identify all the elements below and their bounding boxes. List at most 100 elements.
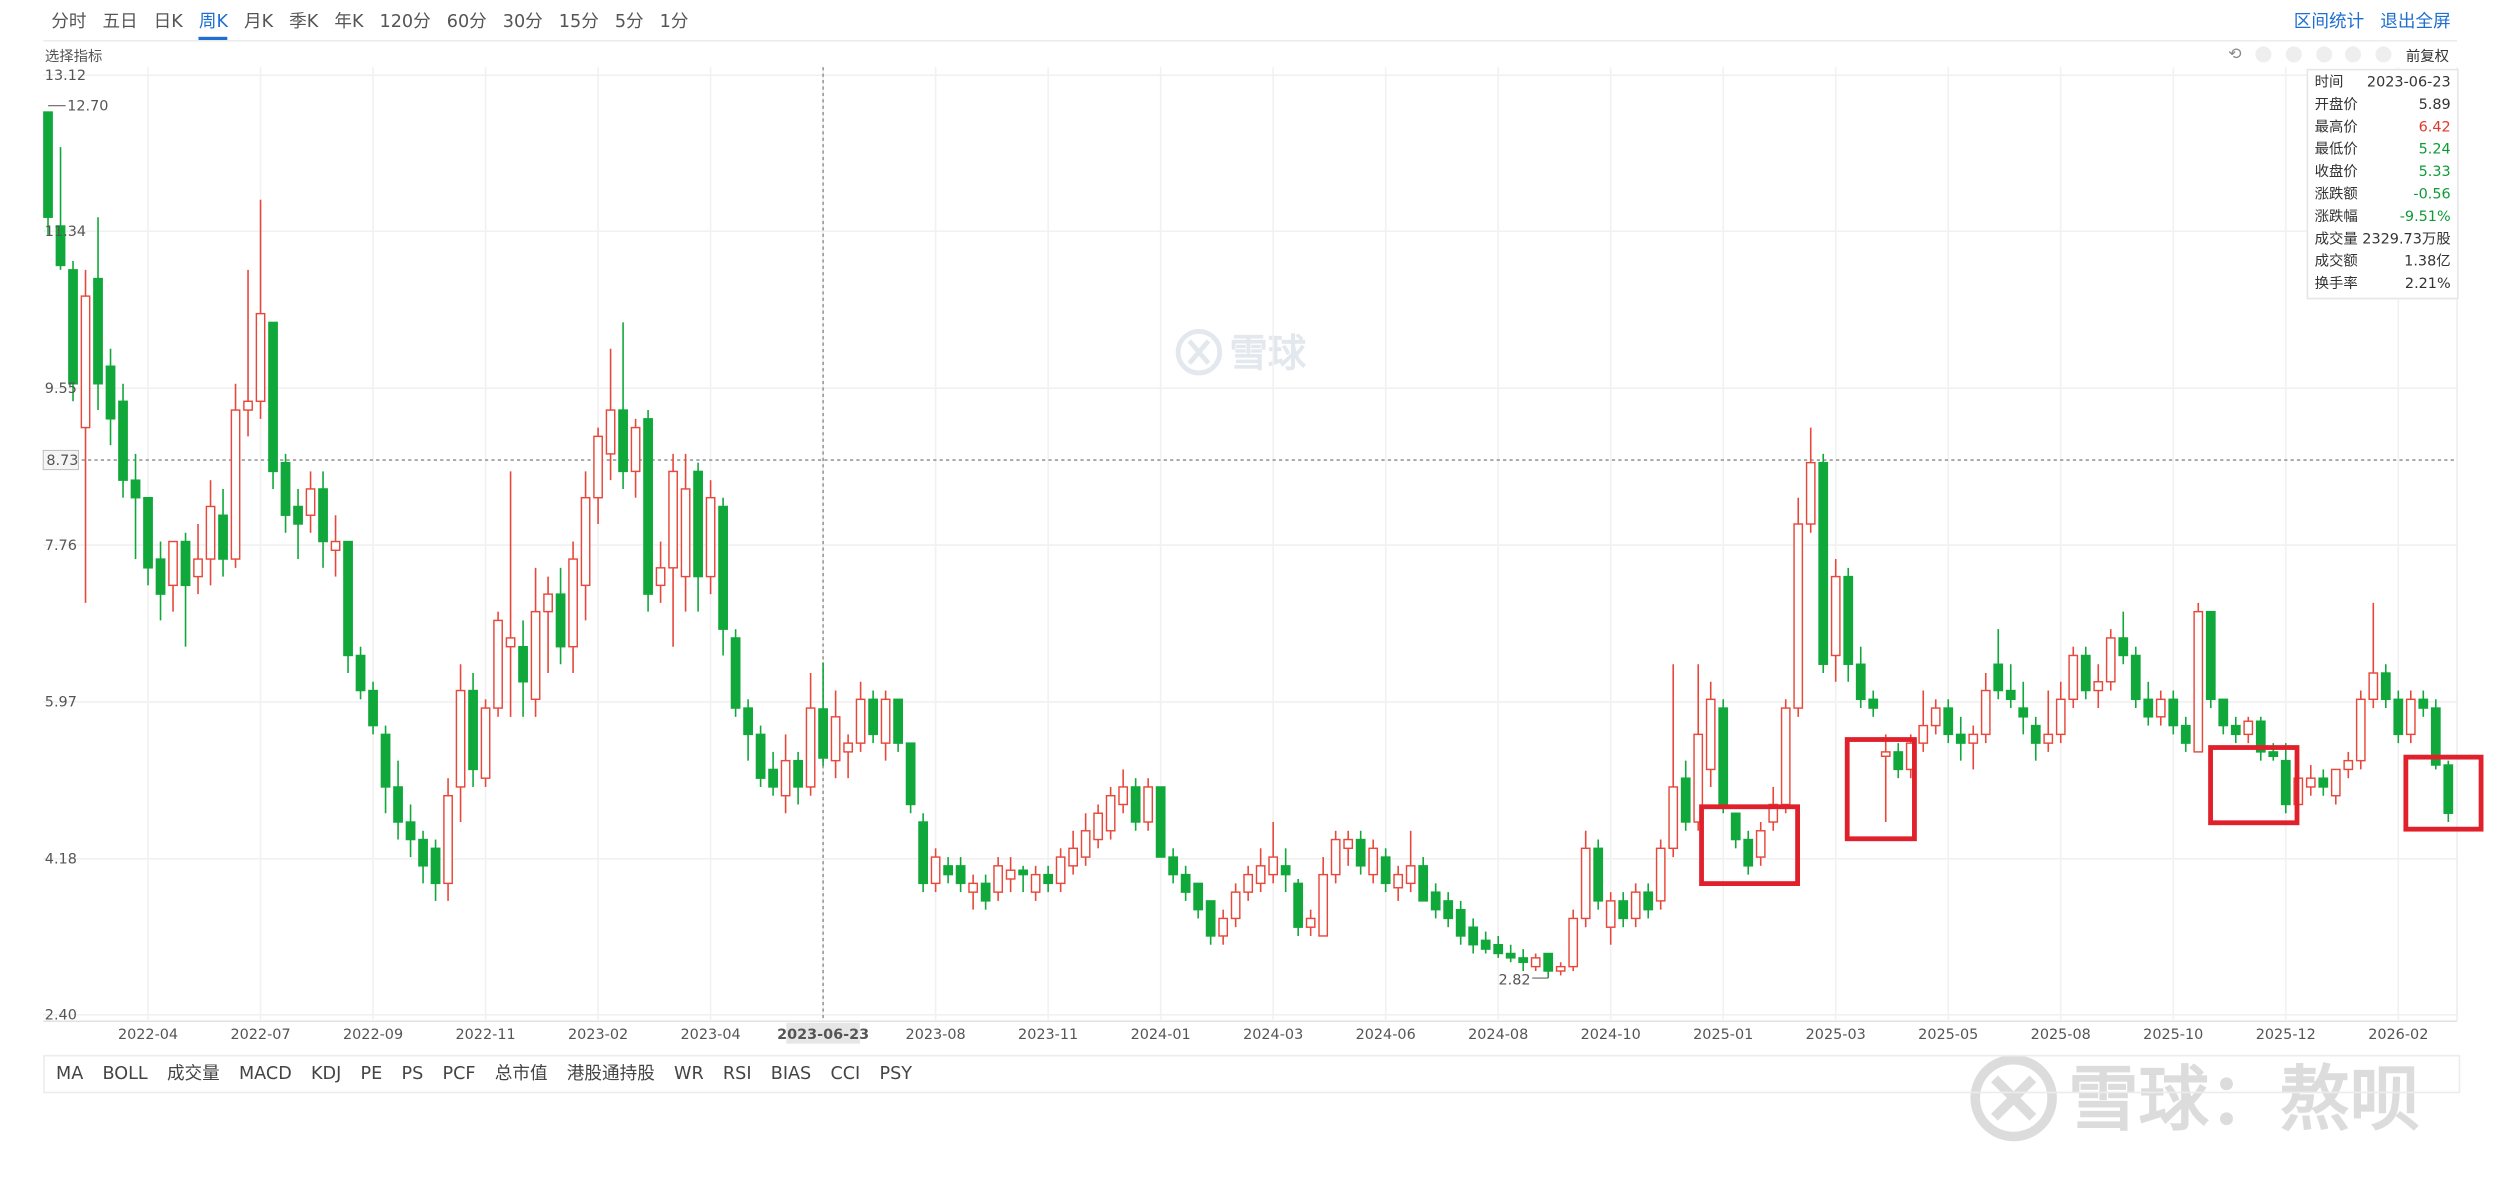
candle-body — [2230, 724, 2241, 736]
indicator-tab[interactable]: BOLL — [102, 1062, 148, 1084]
info-value: 6.42 — [2418, 120, 2451, 137]
period-tab[interactable]: 年K — [334, 11, 364, 33]
highlight-box — [2208, 745, 2300, 826]
candle-body — [918, 821, 929, 885]
candle-body — [1080, 830, 1091, 858]
candle-body — [1468, 926, 1479, 946]
indicator-tab[interactable]: PCF — [442, 1062, 476, 1084]
period-tab[interactable]: 季K — [289, 11, 319, 33]
candle-body — [1418, 865, 1429, 902]
info-label: 时间 — [2314, 75, 2344, 92]
candle-body — [1055, 856, 1066, 885]
candle-body — [1755, 830, 1766, 858]
candle-body — [1405, 865, 1416, 885]
candle-body — [68, 269, 78, 385]
period-tab[interactable]: 60分 — [446, 11, 487, 33]
candle-body — [155, 558, 166, 595]
info-row: 最高价 6.42 — [2308, 117, 2457, 139]
candle-body — [743, 707, 753, 736]
candle-body — [1480, 939, 1491, 950]
period-tab[interactable]: 日K — [153, 11, 183, 33]
candle-body — [1868, 698, 1879, 709]
y-tick-label: 5.97 — [45, 695, 77, 711]
candle-body — [1305, 917, 1316, 928]
candle-body — [1068, 847, 1079, 867]
candle-body — [1130, 786, 1141, 823]
candle-body — [418, 838, 428, 867]
indicator-tab[interactable]: RSI — [722, 1062, 752, 1084]
indicator-tab[interactable]: 成交量 — [166, 1062, 220, 1084]
annotation: 12.70 — [67, 98, 108, 114]
crosshair-label-box — [42, 449, 79, 471]
candle-body — [1968, 733, 1979, 744]
candle-body — [180, 540, 191, 587]
indicator-select[interactable]: 选择指标 — [44, 49, 103, 66]
candle-body — [2005, 689, 2016, 701]
period-tab[interactable]: 15分 — [558, 11, 599, 33]
candle-body — [505, 637, 516, 648]
period-tab[interactable]: 120分 — [379, 11, 431, 33]
candle-body — [2368, 672, 2379, 701]
indicator-tab[interactable]: 港股通持股 — [566, 1062, 655, 1084]
candle-body — [1518, 957, 1529, 963]
reset-icon[interactable]: ⟲ — [2228, 44, 2242, 63]
crosshair-label: 8.73 — [46, 453, 78, 469]
candle-body — [1205, 900, 1216, 937]
candle-body — [2318, 777, 2329, 788]
candle-body — [2118, 637, 2129, 657]
indicator-tab[interactable]: CCI — [830, 1062, 861, 1084]
info-value: 2329.73万股 — [2362, 232, 2451, 249]
x-tick-label: 2026-02 — [2368, 1027, 2428, 1043]
indicator-tab[interactable]: 总市值 — [494, 1062, 548, 1084]
zoom-in[interactable] — [2255, 46, 2272, 63]
indicator-tab[interactable]: PS — [401, 1062, 424, 1084]
candle-body — [2330, 768, 2341, 797]
indicator-tab[interactable]: KDJ — [310, 1062, 342, 1084]
period-tab[interactable]: 30分 — [502, 11, 543, 33]
candle-body — [168, 540, 178, 587]
info-label: 成交量 — [2314, 232, 2358, 249]
adjust-mode[interactable]: 前复权 — [2405, 49, 2450, 66]
indicator-tab[interactable]: PE — [360, 1062, 383, 1084]
move-right[interactable] — [2345, 46, 2362, 63]
period-tab[interactable]: 五日 — [102, 11, 138, 33]
candle-body — [1393, 873, 1404, 889]
candle-body — [818, 708, 828, 759]
candle-body — [2305, 777, 2316, 788]
candle-body — [993, 865, 1004, 893]
candle-body — [1955, 733, 1966, 744]
candle-body — [468, 689, 478, 771]
toolbar-action[interactable]: 区间统计 — [2293, 11, 2365, 33]
zoom-out[interactable] — [2285, 46, 2302, 63]
candle-body — [2068, 654, 2079, 701]
candle-body — [2243, 720, 2254, 736]
candle-body — [655, 567, 666, 587]
candle-body — [680, 488, 691, 578]
period-tab[interactable]: 5分 — [614, 11, 644, 33]
period-tab[interactable]: 分时 — [51, 11, 87, 33]
x-tick-label: 2025-05 — [1918, 1027, 1978, 1043]
indicator-tab[interactable]: PSY — [879, 1062, 913, 1084]
indicator-tab[interactable]: MACD — [238, 1062, 292, 1084]
candle-body — [1818, 461, 1829, 665]
candle-body — [1168, 856, 1179, 876]
info-label: 涨跌额 — [2314, 187, 2358, 204]
indicator-tab[interactable]: WR — [674, 1062, 704, 1084]
y-tick-label: 13.12 — [45, 68, 86, 84]
info-label: 最高价 — [2314, 120, 2358, 137]
watermark-center: 雪球 — [1175, 328, 1307, 377]
candle-body — [118, 400, 128, 481]
candle-body — [955, 865, 966, 885]
pause[interactable] — [2375, 46, 2392, 63]
candle-body — [1268, 856, 1279, 876]
move-left[interactable] — [2316, 46, 2333, 63]
indicator-tab[interactable]: MA — [56, 1062, 84, 1084]
logo-ring — [1970, 1054, 2057, 1142]
candle-body — [255, 312, 266, 403]
toolbar-action[interactable]: 退出全屏 — [2380, 11, 2451, 33]
info-row: 涨跌额 -0.56 — [2308, 184, 2457, 206]
period-tab[interactable]: 月K — [244, 11, 274, 33]
period-tab[interactable]: 周K — [198, 6, 228, 41]
indicator-tab[interactable]: BIAS — [770, 1062, 812, 1084]
period-tab[interactable]: 1分 — [659, 11, 689, 33]
